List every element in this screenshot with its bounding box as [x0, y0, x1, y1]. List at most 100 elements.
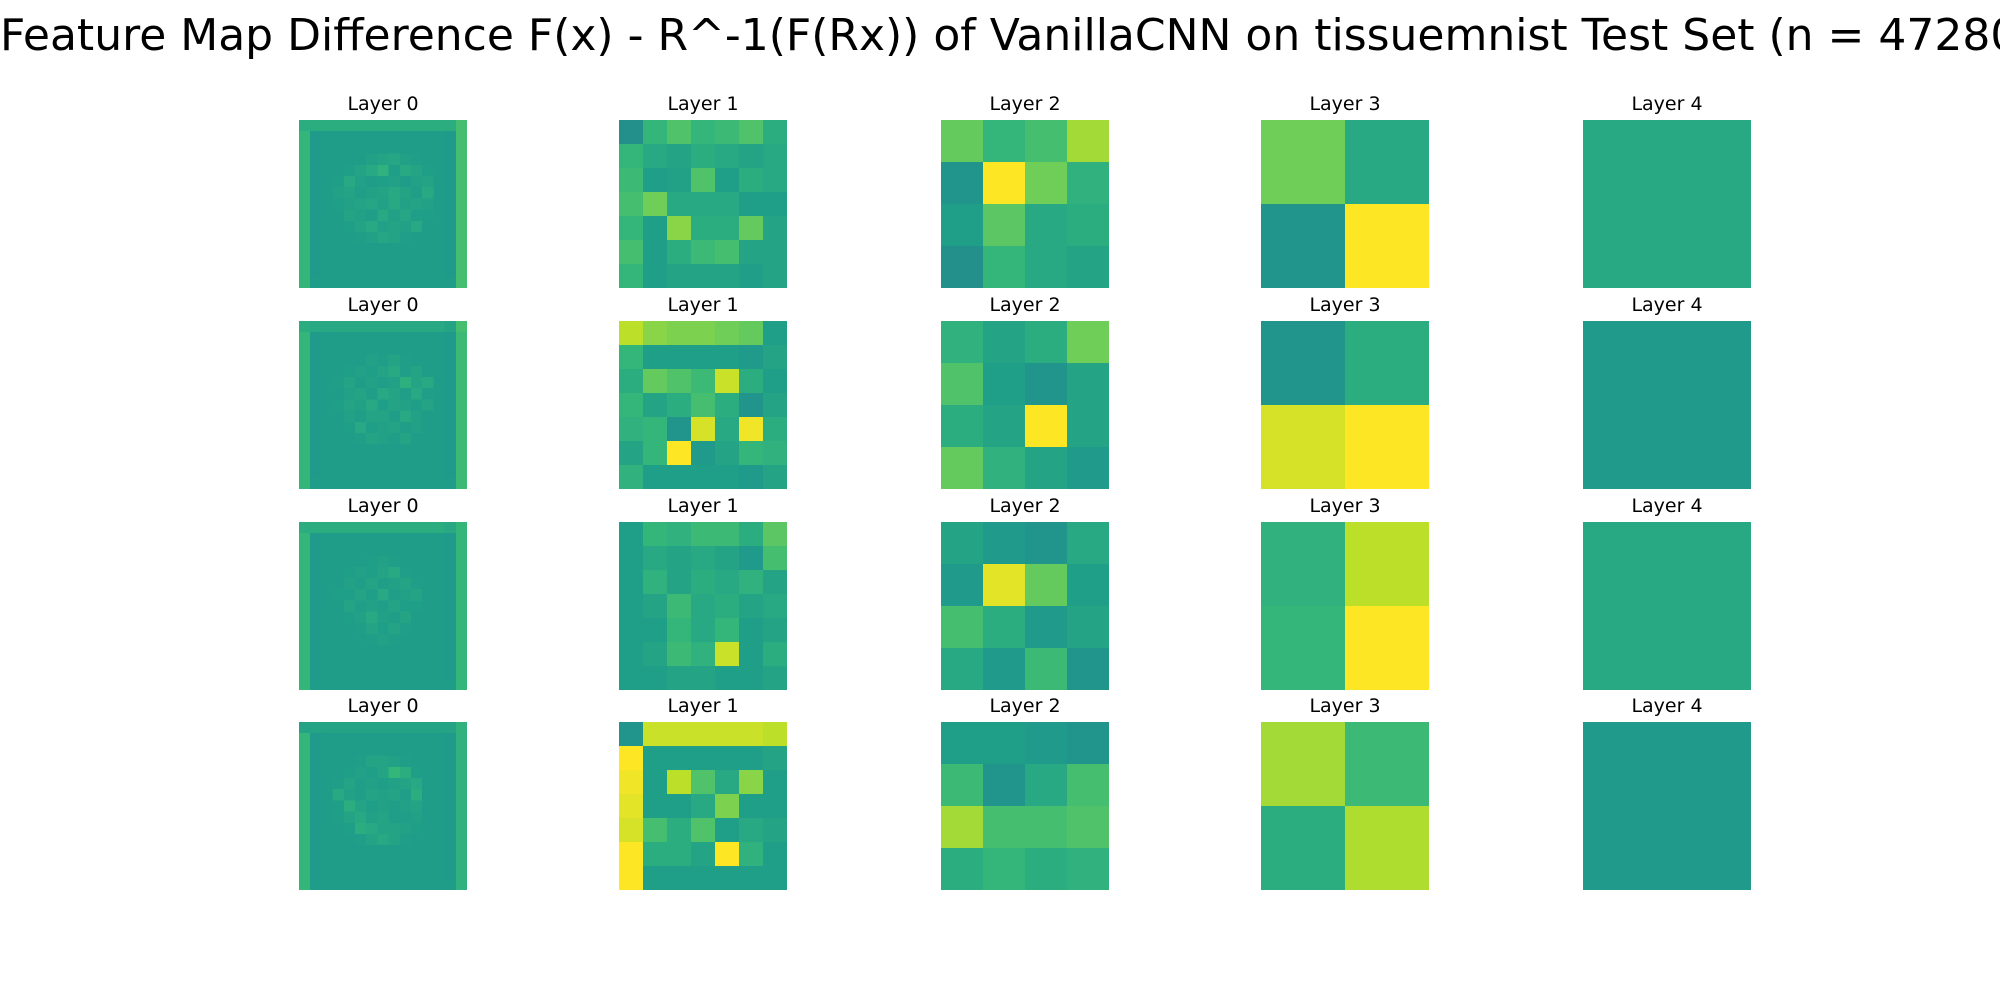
heatmap-cell — [739, 794, 764, 819]
heatmap-cell — [422, 822, 434, 835]
heatmap-cell — [691, 321, 716, 346]
heatmap-cell — [321, 555, 334, 568]
heatmap-cell — [643, 522, 668, 547]
heatmap-cell — [739, 465, 764, 489]
heatmap-cell — [715, 546, 740, 571]
heatmap-cell — [422, 232, 434, 244]
heatmap-cell — [643, 546, 668, 571]
heatmap-cell — [399, 845, 412, 857]
heatmap-cell — [411, 733, 423, 745]
heatmap-cell — [388, 176, 401, 188]
heatmap-cell — [643, 746, 668, 771]
heatmap-cell — [299, 444, 311, 456]
heatmap-cell — [299, 198, 311, 211]
heatmap-cell — [332, 867, 345, 880]
heatmap-cell — [332, 722, 345, 734]
heatmap-cell — [355, 142, 367, 155]
heatmap-cell — [377, 566, 390, 579]
heatmap-cell — [422, 209, 434, 222]
heatmap-cell — [1261, 405, 1346, 489]
heatmap-cell — [1067, 363, 1109, 406]
heatmap-cell — [983, 363, 1026, 406]
heatmap-cell — [739, 570, 764, 595]
heatmap-cell — [1025, 246, 1068, 288]
heatmap-cell — [332, 856, 345, 869]
heatmap-cell — [691, 240, 716, 265]
heatmap-cell — [1025, 606, 1068, 649]
heatmap-cell — [355, 421, 367, 434]
heatmap-cell — [377, 778, 390, 790]
heatmap-cell — [444, 766, 457, 779]
heatmap-cell — [321, 176, 334, 188]
heatmap-cell — [332, 444, 345, 456]
heatmap-cell — [377, 878, 390, 890]
heatmap-cell — [377, 722, 390, 734]
heatmap-cell — [321, 678, 334, 690]
heatmap-cell — [739, 240, 764, 265]
heatmap-cell — [366, 265, 378, 278]
heatmap-cell — [310, 522, 322, 534]
heatmap-cell — [377, 466, 390, 479]
heatmap-cell — [388, 533, 401, 545]
heatmap-cell — [355, 187, 367, 199]
heatmap-cell — [433, 600, 446, 613]
heatmap-cell — [619, 168, 644, 193]
heatmap-panel: Layer 4 — [1583, 92, 1751, 288]
heatmap-cell — [343, 365, 356, 378]
heatmap-cell — [1025, 848, 1068, 890]
heatmap-cell — [763, 866, 787, 890]
heatmap-cell — [355, 120, 367, 132]
heatmap-cell — [332, 142, 345, 155]
heatmap-cell — [455, 845, 467, 857]
heatmap-cell — [299, 120, 311, 132]
heatmap-cell — [377, 455, 390, 468]
heatmap-cell — [983, 120, 1026, 163]
heatmap-cell — [422, 589, 434, 601]
heatmap-cell — [332, 778, 345, 790]
heatmap-cell — [321, 477, 334, 489]
heatmap-cell — [332, 343, 345, 356]
heatmap-cell — [366, 332, 378, 344]
heatmap-cell — [388, 878, 401, 890]
heatmap-cell — [377, 656, 390, 669]
heatmap-cell — [332, 811, 345, 824]
heatmap-cell — [455, 343, 467, 356]
heatmap — [299, 522, 467, 690]
heatmap-cell — [455, 142, 467, 155]
panel-title: Layer 4 — [1631, 695, 1703, 717]
heatmap-cell — [411, 142, 423, 155]
heatmap-cell — [321, 365, 334, 378]
heatmap-cell — [355, 645, 367, 657]
heatmap-cell — [411, 589, 423, 601]
heatmap-cell — [299, 744, 311, 757]
heatmap-cell — [422, 733, 434, 745]
heatmap-cell — [332, 789, 345, 801]
heatmap-cell — [444, 811, 457, 824]
heatmap-cell — [422, 444, 434, 456]
heatmap-cell — [321, 142, 334, 155]
heatmap-cell — [715, 794, 740, 819]
heatmap-cell — [310, 198, 322, 211]
heatmap-cell — [366, 220, 378, 233]
heatmap-cell — [941, 120, 984, 163]
heatmap-cell — [377, 153, 390, 166]
heatmap-cell — [1025, 522, 1068, 565]
heatmap-cell — [332, 667, 345, 680]
heatmap-cell — [399, 232, 412, 244]
heatmap-cell — [422, 867, 434, 880]
heatmap-cell — [444, 867, 457, 880]
heatmap-cell — [433, 466, 446, 479]
heatmap-cell — [366, 744, 378, 757]
heatmap-cell — [399, 656, 412, 669]
heatmap-cell — [355, 455, 367, 468]
heatmap-panel: Layer 1 — [619, 494, 787, 690]
heatmap-cell — [332, 131, 345, 143]
heatmap-cell — [941, 447, 984, 489]
heatmap-cell — [343, 522, 356, 534]
heatmap-cell — [763, 168, 787, 193]
heatmap-cell — [433, 678, 446, 690]
heatmap-cell — [1025, 648, 1068, 690]
heatmap-cell — [321, 153, 334, 166]
heatmap-cell — [455, 332, 467, 344]
heatmap-cell — [321, 578, 334, 590]
